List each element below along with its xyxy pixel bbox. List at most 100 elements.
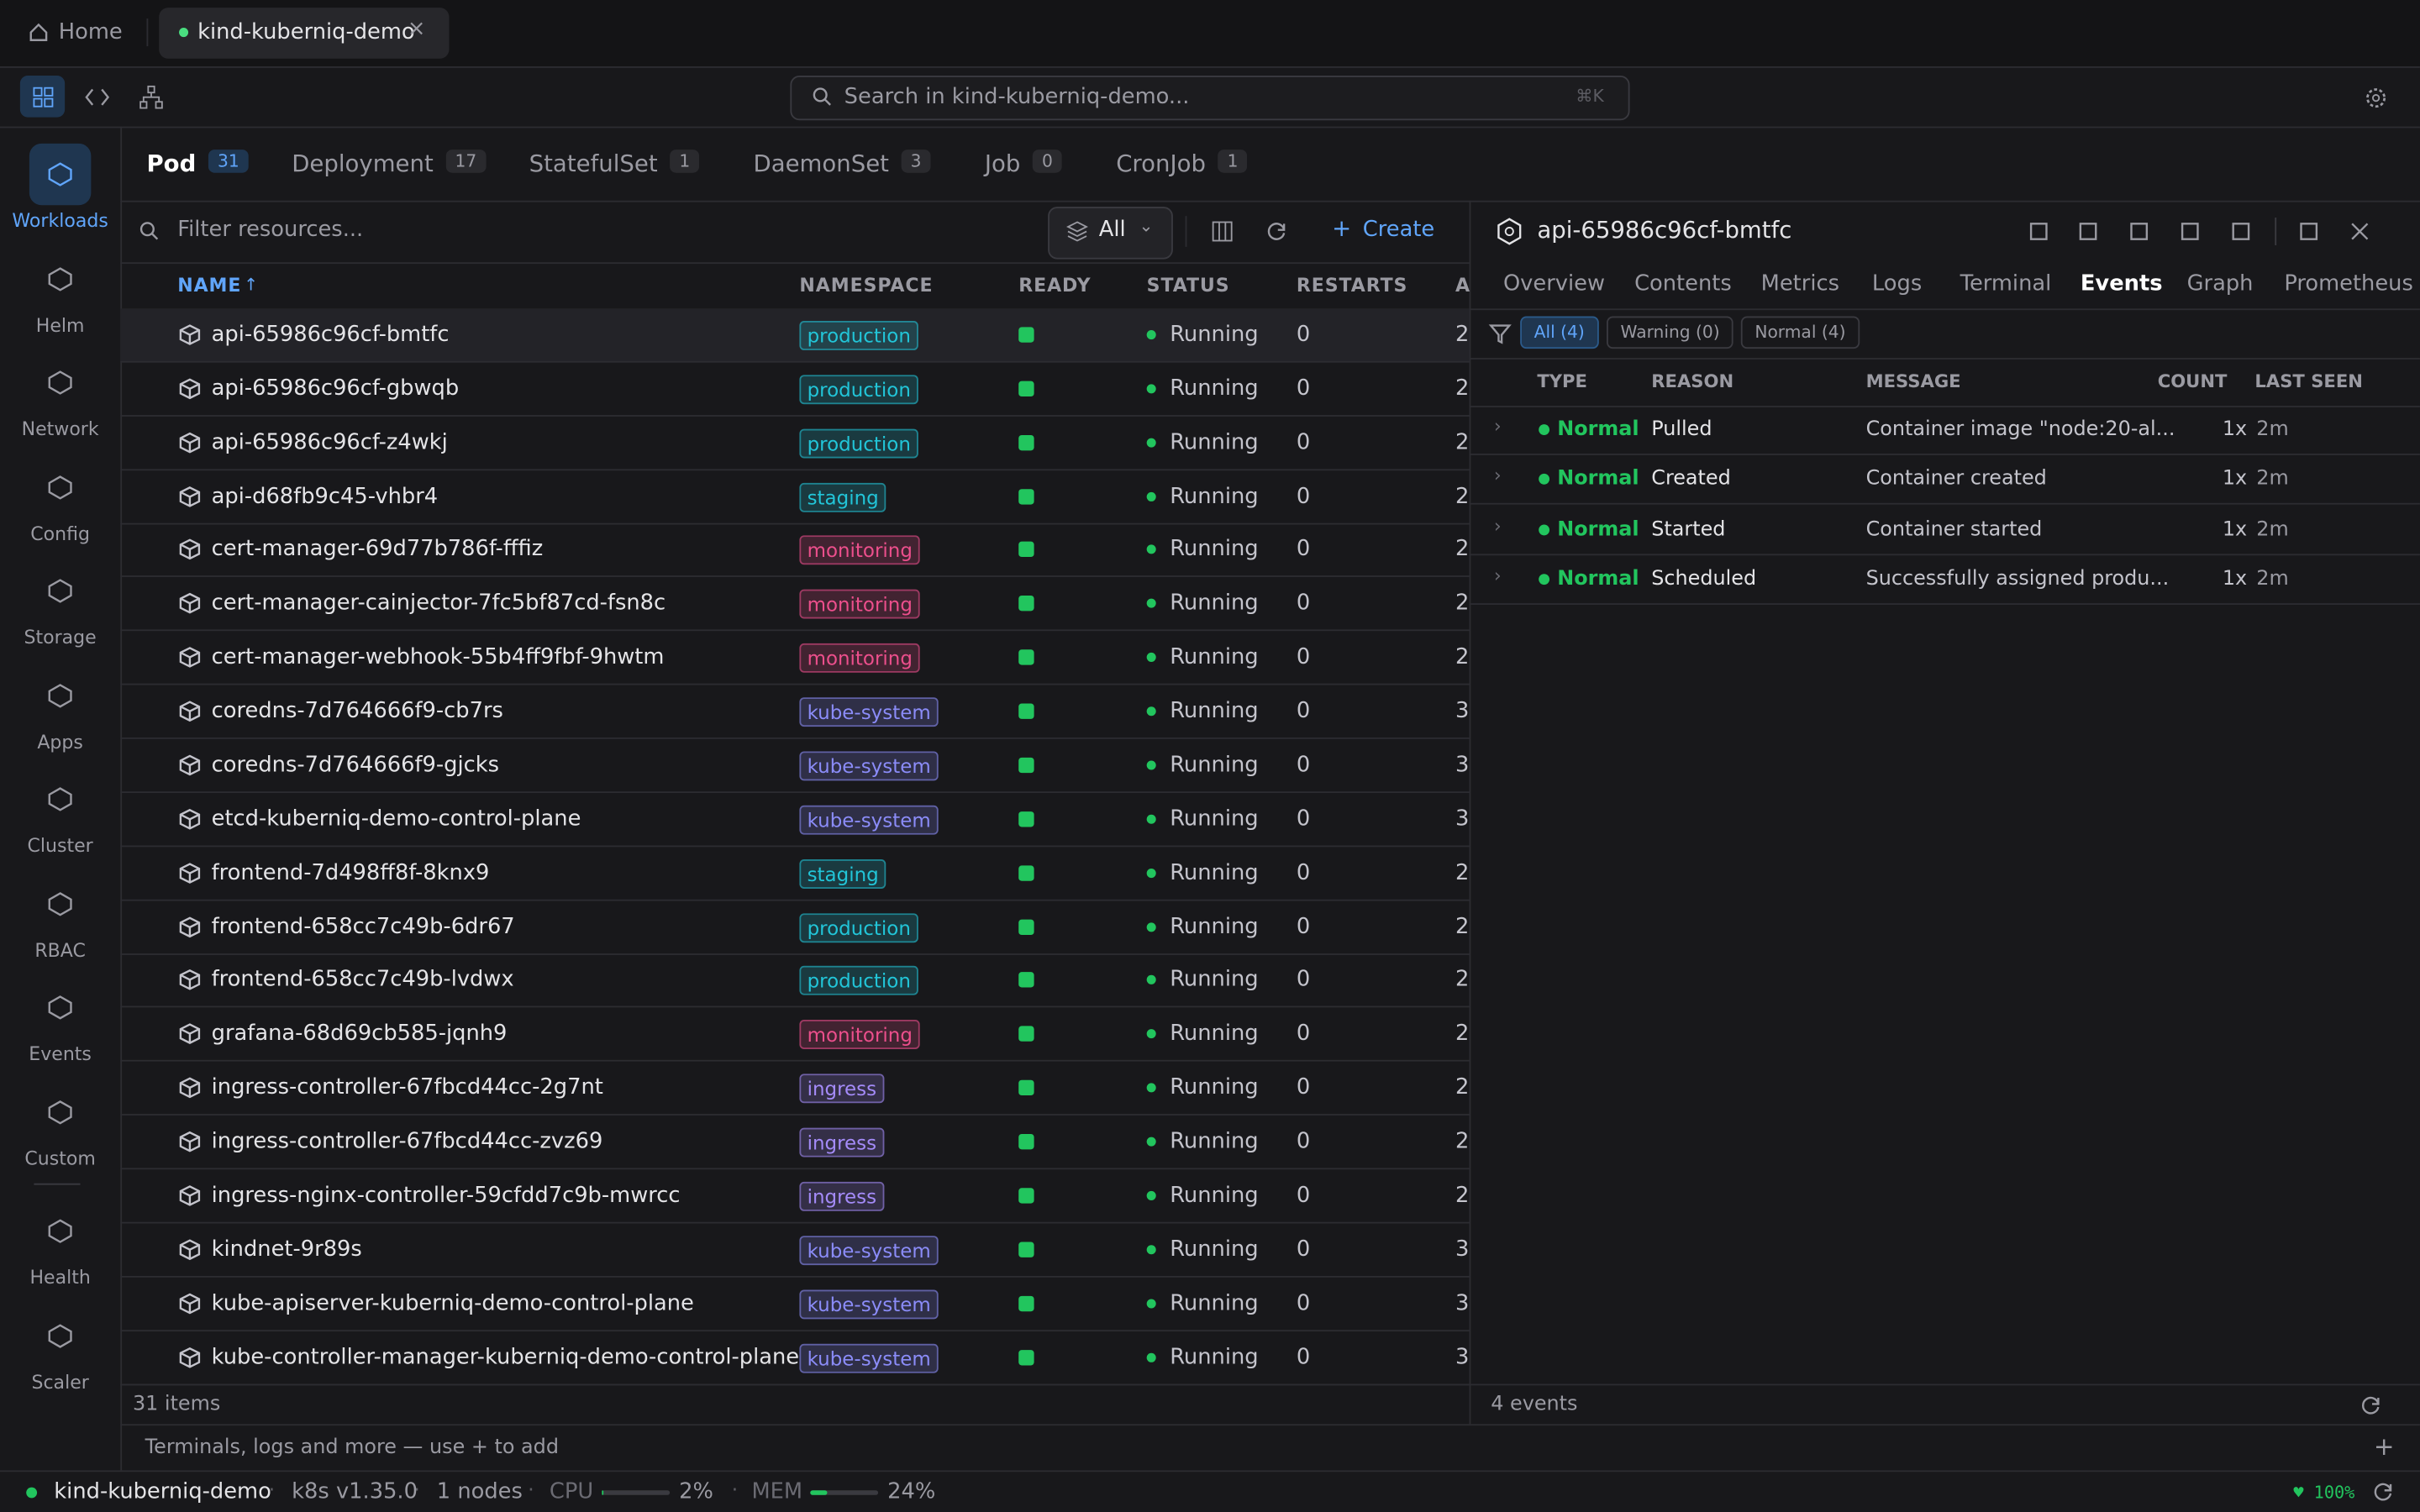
pod-status: Running	[1170, 591, 1258, 616]
event-filter[interactable]: Normal (4)	[1741, 317, 1860, 349]
pod-age: 2	[1455, 1184, 1469, 1208]
pod-kind-icon	[177, 860, 202, 891]
pod-status: Running	[1170, 1184, 1258, 1208]
sidebar-item[interactable]: Config	[0, 522, 120, 544]
sidebar-item[interactable]: Events	[0, 1043, 120, 1065]
detail-tab[interactable]: Terminal	[1960, 271, 2052, 296]
zoom-level[interactable]: ♥ 100%	[2293, 1483, 2354, 1503]
meter-label: MEM	[751, 1479, 802, 1504]
ready-indicator	[1018, 758, 1034, 773]
pod-kind-icon	[177, 806, 202, 837]
pod-age: 3	[1455, 1237, 1469, 1262]
sidebar-item[interactable]: Scaler	[0, 1371, 120, 1393]
status-dot	[1147, 760, 1156, 769]
pod-name: api-d68fb9c45-vhbr4	[212, 484, 439, 508]
sidebar-icon-glyph	[48, 579, 72, 603]
detail-tab[interactable]: Prometheus	[2284, 271, 2413, 296]
event-reason: Scheduled	[1651, 568, 1756, 591]
pod-name: etcd-kuberniq-demo-control-plane	[212, 806, 581, 831]
pod-kind-icon	[177, 1237, 202, 1268]
pod-kind-icon-glyph	[177, 430, 202, 454]
sidebar-item[interactable]: Apps	[0, 731, 120, 753]
sidebar-item[interactable]: RBAC	[0, 939, 120, 961]
resource-tab[interactable]: CronJob	[1116, 150, 1206, 177]
status-refresh	[2372, 1481, 2396, 1512]
resource-tab[interactable]: Job	[985, 150, 1020, 177]
column-header[interactable]: A	[1455, 275, 1470, 297]
pod-restarts: 0	[1297, 538, 1310, 562]
event-filter[interactable]: Warning (0)	[1607, 317, 1733, 349]
event-last-seen: 2m	[2256, 568, 2288, 591]
sidebar-icon-glyph	[48, 1100, 72, 1124]
pod-restarts: 0	[1297, 1237, 1310, 1262]
tree-icon[interactable]	[139, 85, 163, 109]
sidebar-item[interactable]: Workloads	[0, 210, 120, 232]
sidebar-item[interactable]: Custom	[0, 1147, 120, 1169]
sidebar-icon	[48, 1219, 72, 1250]
create-button[interactable]: Create	[1363, 218, 1434, 242]
sidebar-item[interactable]: Health	[0, 1267, 120, 1289]
detail-tab[interactable]: Overview	[1503, 271, 1605, 296]
detail-tab[interactable]: Events	[2081, 271, 2163, 296]
event-filter[interactable]: All (4)	[1520, 317, 1598, 349]
ready-indicator	[1018, 1349, 1034, 1364]
sidebar-item[interactable]: Network	[0, 418, 120, 440]
pod-age: 2	[1455, 968, 1469, 992]
pod-kind-icon	[177, 645, 202, 676]
status-dot	[1147, 1352, 1156, 1362]
filter-input[interactable]: Filter resources...	[177, 218, 363, 242]
resource-tab-count: 0	[1033, 150, 1062, 173]
detail-tab[interactable]: Graph	[2187, 271, 2254, 296]
node-count: 1 nodes	[437, 1479, 523, 1504]
code-icon[interactable]	[85, 87, 109, 108]
resource-tab[interactable]: Pod	[146, 150, 196, 177]
pod-kind-icon	[177, 914, 202, 945]
sidebar-icon-glyph	[48, 995, 72, 1020]
event-column-header: LAST SEEN	[2254, 370, 2363, 392]
column-header[interactable]: NAME	[177, 275, 241, 297]
sidebar-item[interactable]: Helm	[0, 314, 120, 336]
add-panel[interactable]: +	[2374, 1431, 2395, 1461]
refresh-icon[interactable]	[1265, 221, 1287, 243]
sidebar-icon	[48, 891, 72, 922]
sidebar-item[interactable]: Storage	[0, 627, 120, 648]
pod-restarts: 0	[1297, 914, 1310, 938]
pod-kind-icon-glyph	[177, 484, 202, 508]
event-type: Normal	[1557, 468, 1639, 491]
column-header[interactable]: READY	[1018, 275, 1091, 297]
cluster-dot	[26, 1488, 37, 1499]
namespace-badge: kube-system	[799, 1236, 939, 1265]
pod-age: 3	[1455, 699, 1469, 723]
pod-age: 2	[1455, 538, 1469, 562]
close-tab[interactable]: ×	[408, 17, 426, 41]
pod-kind-icon-glyph	[177, 806, 202, 831]
pod-kind-icon-glyph	[177, 1184, 202, 1208]
action-divider	[2275, 218, 2276, 245]
sidebar-item[interactable]: Cluster	[0, 835, 120, 857]
ready-indicator	[1018, 596, 1034, 612]
resource-tab[interactable]: DaemonSet	[754, 150, 889, 177]
pod-name: cert-manager-cainjector-7fc5bf87cd-fsn8c	[212, 591, 666, 616]
pod-kind-icon-glyph	[177, 914, 202, 938]
column-header[interactable]: NAMESPACE	[799, 275, 933, 297]
pod-kind-icon-glyph	[177, 1021, 202, 1046]
column-header[interactable]: STATUS	[1147, 275, 1230, 297]
status-dot	[1147, 384, 1156, 393]
event-message: Container created	[1866, 468, 2047, 491]
expand-caret: ›	[1494, 415, 1502, 437]
column-header[interactable]: RESTARTS	[1297, 275, 1408, 297]
resource-tab[interactable]: StatefulSet	[529, 150, 658, 177]
events-refresh[interactable]	[2360, 1394, 2381, 1416]
columns-icon[interactable]	[1212, 221, 1234, 243]
resource-tab[interactable]: Deployment	[292, 150, 434, 177]
detail-tab[interactable]: Metrics	[1761, 271, 1839, 296]
detail-tab[interactable]: Logs	[1872, 271, 1922, 296]
namespace-badge: monitoring	[799, 536, 920, 565]
sidebar-icon-glyph	[48, 787, 72, 811]
detail-tab[interactable]: Contents	[1634, 271, 1732, 296]
pod-kind-icon-glyph	[177, 1075, 202, 1100]
home-tab[interactable]: Home	[59, 20, 123, 45]
settings-icon[interactable]	[2365, 87, 2388, 110]
pod-restarts: 0	[1297, 591, 1310, 616]
ready-indicator	[1018, 973, 1034, 988]
